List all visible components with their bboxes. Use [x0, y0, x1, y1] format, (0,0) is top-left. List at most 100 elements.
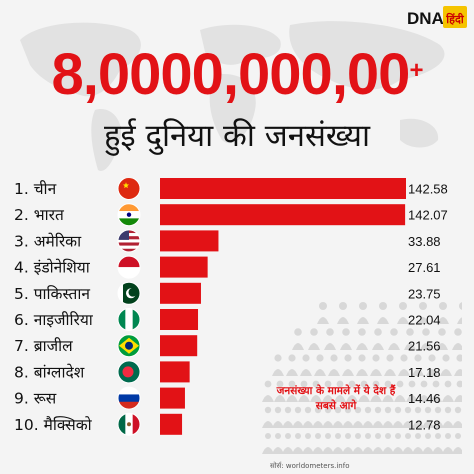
crowd-person-head — [342, 328, 350, 336]
crowd-person-body — [384, 369, 396, 376]
crowd-person-head — [444, 380, 452, 388]
crowd-person-head — [379, 302, 387, 310]
bar — [160, 282, 201, 304]
crowd-person-body — [457, 317, 462, 324]
crowd-person-body — [372, 343, 384, 350]
crowd-person-body — [388, 343, 400, 350]
headline-number: 8,0000,000,00+ — [0, 42, 474, 108]
crowd-person-body — [436, 343, 448, 350]
crowd-person-body — [392, 447, 404, 454]
crowd-person-head — [432, 380, 440, 388]
crowd-person-body — [362, 421, 374, 428]
dna-hindi-logo: DNA हिंदी — [407, 6, 467, 28]
crowd-person-body — [342, 421, 354, 428]
crowd-person-head — [314, 406, 322, 414]
crowd-person-head — [288, 380, 296, 388]
crowd-person-body — [312, 421, 324, 428]
crowd-person-head — [345, 433, 351, 439]
value-label: 17.18 — [408, 365, 441, 380]
crowd-person-head — [319, 302, 327, 310]
flag-border — [117, 360, 141, 384]
crowd-person-head — [414, 354, 422, 362]
crowd-person-head — [438, 328, 446, 336]
crowd-person-head — [435, 433, 441, 439]
crowd-person-head — [359, 302, 367, 310]
crowd-person-head — [414, 406, 422, 414]
crowd-person-head — [384, 406, 392, 414]
crowd-person-body — [442, 395, 454, 402]
crowd-person-body — [412, 369, 424, 376]
flag-border — [117, 178, 141, 200]
logo-text-hindi: हिंदी — [445, 12, 465, 26]
crowd-person-head — [285, 433, 291, 439]
category-label: 5. पाकिस्तान — [14, 285, 90, 303]
crowd-person-head — [375, 433, 381, 439]
crowd-person-body — [358, 395, 370, 402]
value-label: 21.56 — [408, 339, 441, 354]
crowd-person-head — [264, 380, 272, 388]
crowd-person-body — [430, 395, 442, 402]
crowd-person-body — [357, 317, 369, 324]
crowd-person-head — [400, 354, 408, 362]
flag-border — [117, 229, 141, 253]
crowd-person-body — [402, 421, 414, 428]
value-label: 33.88 — [408, 234, 441, 249]
category-label: 2. भारत — [14, 206, 65, 224]
india-flag-icon — [118, 203, 140, 226]
crowd-person-head — [288, 354, 296, 362]
crowd-person-body — [322, 395, 334, 402]
population-bar-chart: 1. चीन 142.58 2. भारत 142.07 3. अमेरिका 33.88… — [14, 178, 448, 436]
crowd-person-body — [308, 343, 320, 350]
crowd-person-body — [440, 369, 452, 376]
crowd-person-head — [374, 406, 382, 414]
crowd-person-body — [352, 421, 364, 428]
crowd-person-body — [356, 343, 368, 350]
crowd-person-body — [417, 317, 429, 324]
crowd-person-body — [452, 343, 462, 350]
crowd-person-head — [444, 406, 452, 414]
crowd-person-head — [274, 354, 282, 362]
bar — [160, 361, 190, 383]
crowd-person-head — [294, 406, 302, 414]
crowd-person-body — [292, 447, 304, 454]
crowd-person-body — [322, 421, 334, 428]
bar — [160, 309, 199, 330]
crowd-person-body — [324, 343, 336, 350]
crowd-person-head — [354, 406, 362, 414]
crowd-person-head — [312, 380, 320, 388]
headline-plus: + — [409, 57, 423, 84]
category-label: 9. रूस — [14, 390, 57, 408]
crowd-person-body — [402, 447, 414, 454]
crowd-person-body — [286, 369, 298, 376]
crowd-person-body — [272, 369, 284, 376]
crowd-person-head — [330, 354, 338, 362]
crowd-person-head — [324, 406, 332, 414]
crowd-person-head — [355, 433, 361, 439]
crowd-person-body — [452, 421, 462, 428]
value-label: 14.46 — [408, 391, 441, 406]
crowd-person-body — [300, 369, 312, 376]
crowd-person-body — [282, 421, 294, 428]
crowd-person-head — [428, 354, 436, 362]
crowd-person-head — [454, 328, 462, 336]
pakistan-flag-icon — [118, 282, 140, 305]
crowd-person-head — [302, 354, 310, 362]
value-label: 12.78 — [408, 417, 441, 432]
value-label: 22.04 — [408, 313, 441, 328]
bar — [160, 387, 185, 409]
russia-flag-icon — [118, 387, 140, 410]
crowd-person-head — [395, 433, 401, 439]
value-label: 23.75 — [408, 286, 441, 301]
crowd-person-body — [422, 421, 434, 428]
crowd-person-body — [262, 395, 274, 402]
bar — [160, 204, 406, 226]
crowd-caption: जनसंख्या के मामले में ये देश हैं सबसे आग… — [276, 385, 396, 412]
crowd-person-body — [377, 317, 389, 324]
crowd-person-body — [332, 447, 344, 454]
crowd-person-head — [325, 433, 331, 439]
brazil-flag-icon — [118, 334, 140, 357]
crowd-person-body — [262, 447, 274, 454]
crowd-person-body — [298, 395, 310, 402]
